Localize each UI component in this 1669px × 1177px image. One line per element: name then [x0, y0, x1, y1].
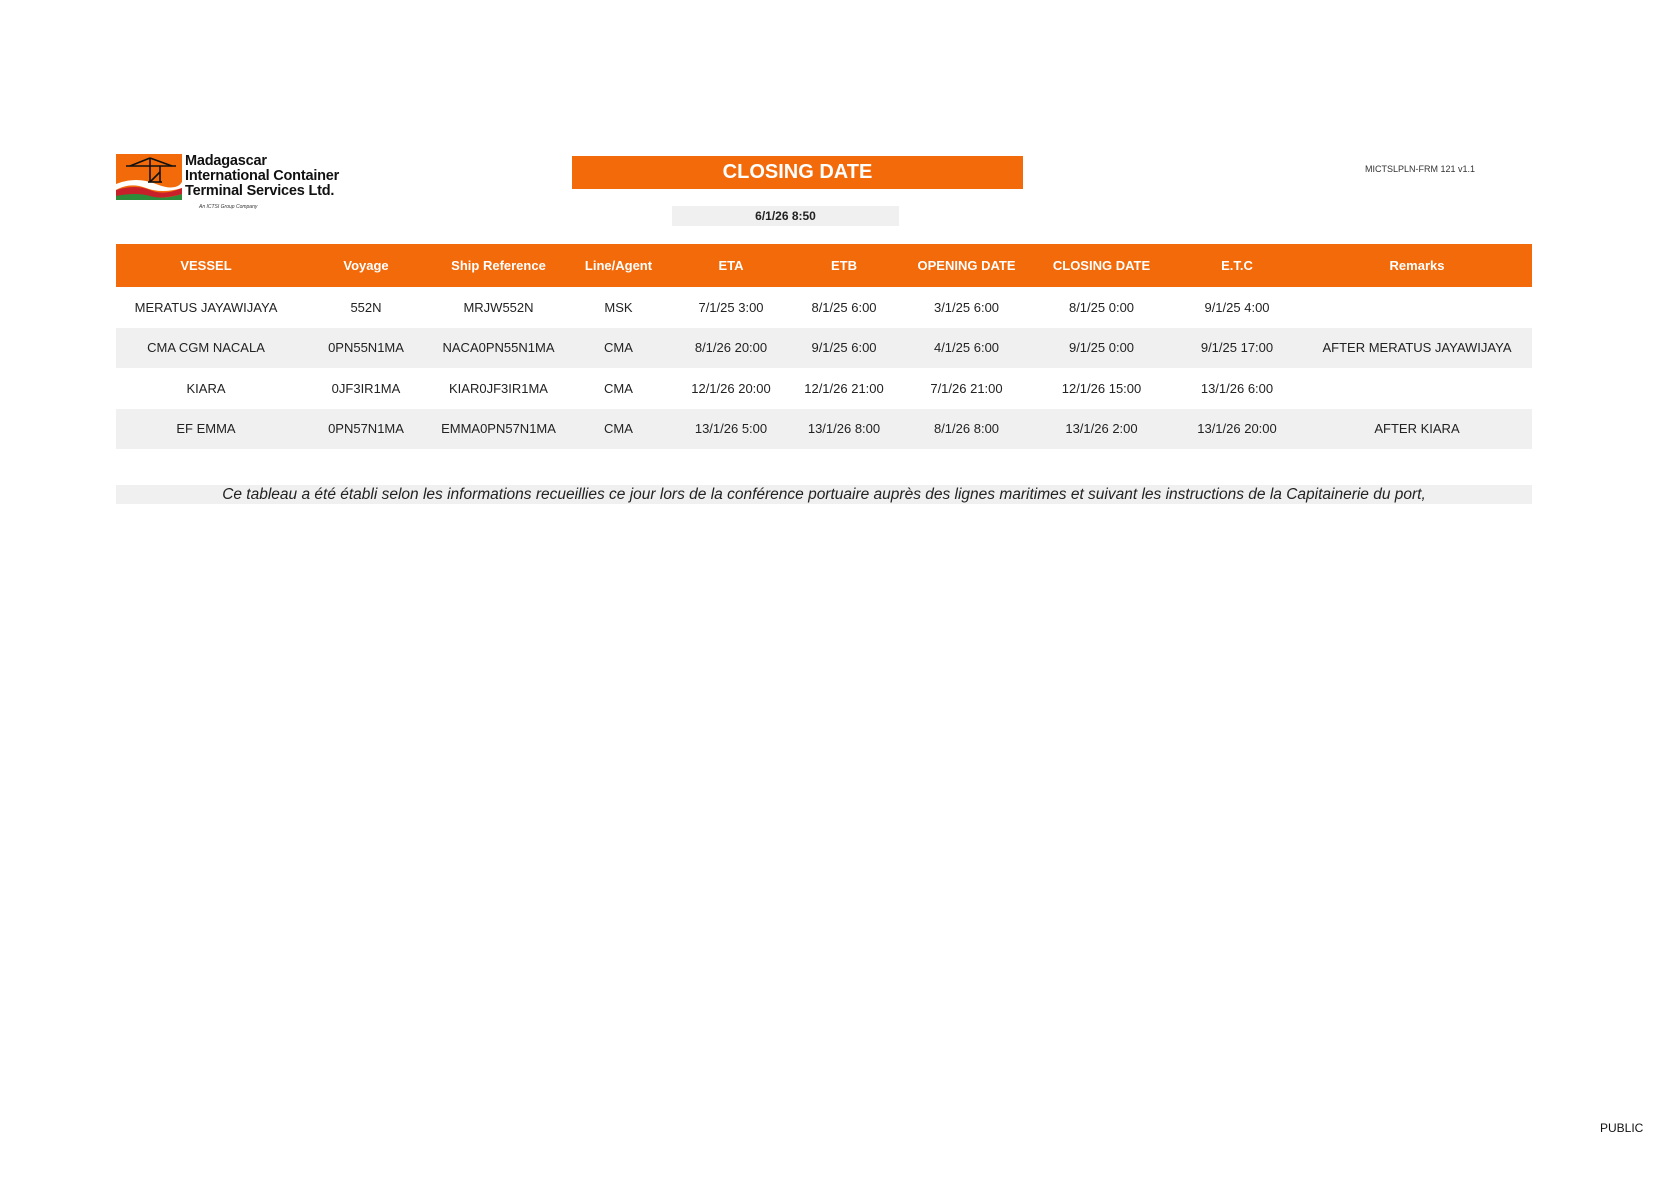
closing-date-table: VESSEL Voyage Ship Reference Line/Agent … [116, 244, 1532, 449]
column-header-closing-date: CLOSING DATE [1031, 244, 1172, 287]
cell-remarks [1302, 368, 1532, 409]
page-title: CLOSING DATE [572, 156, 1023, 189]
cell-etc: 9/1/25 17:00 [1172, 327, 1302, 368]
column-header-line-agent: Line/Agent [561, 244, 676, 287]
table-row: CMA CGM NACALA 0PN55N1MA NACA0PN55N1MA CMA 8… [116, 327, 1532, 368]
column-header-opening-date: OPENING DATE [902, 244, 1031, 287]
cell-eta: 8/1/26 20:00 [676, 327, 786, 368]
cell-vessel: KIARA [186, 380, 226, 396]
cell-ship-reference: NACA0PN55N1MA [436, 327, 561, 368]
cell-opening-date: 8/1/26 8:00 [902, 408, 1031, 449]
classification-label: PUBLIC [1600, 1121, 1644, 1135]
company-name: Madagascar International Container Termi… [185, 154, 339, 199]
table-row: KIARA 0JF3IR1MA KIAR0JF3IR1MA CMA 12/1/26 20… [116, 368, 1532, 409]
cell-voyage: 0JF3IR1MA [331, 380, 401, 396]
cell-eta: 7/1/25 3:00 [698, 299, 764, 315]
cell-remarks: AFTER KIARA [1302, 408, 1532, 449]
cell-vessel: CMA CGM NACALA [116, 327, 296, 368]
cell-eta: 12/1/26 20:00 [691, 380, 771, 396]
column-header-vessel: VESSEL [116, 244, 296, 287]
cell-voyage: 0PN57N1MA [296, 408, 436, 449]
column-header-etc: E.T.C [1172, 244, 1302, 287]
cell-closing-date: 13/1/26 2:00 [1031, 408, 1172, 449]
cell-voyage: 0PN55N1MA [296, 327, 436, 368]
cell-vessel: MERATUS JAYAWIJAYA [134, 299, 278, 315]
cell-etb: 8/1/25 6:00 [811, 299, 877, 315]
table-row: MERATUS JAYAWIJAYA 552N MRJW552N MSK 7/1/25 … [116, 287, 1532, 328]
table-header-row: VESSEL Voyage Ship Reference Line/Agent … [116, 244, 1532, 287]
cell-voyage: 552N [350, 299, 382, 315]
cell-closing-date: 9/1/25 0:00 [1031, 327, 1172, 368]
cell-vessel: EF EMMA [116, 408, 296, 449]
column-header-voyage: Voyage [296, 244, 436, 287]
crane-logo-icon [116, 154, 182, 200]
cell-opening-date: 7/1/26 21:00 [930, 380, 1003, 396]
cell-line-agent: CMA [561, 408, 676, 449]
cell-opening-date: 3/1/25 6:00 [933, 299, 1000, 315]
cell-etc: 13/1/26 20:00 [1172, 408, 1302, 449]
company-name-line: Madagascar [185, 153, 267, 169]
cell-etc: 9/1/25 4:00 [1204, 299, 1270, 315]
company-name-line: Terminal Services Ltd. [185, 183, 335, 199]
cell-line-agent: CMA [604, 380, 633, 396]
cell-etc: 13/1/26 6:00 [1200, 380, 1274, 396]
cell-line-agent: CMA [561, 327, 676, 368]
cell-closing-date: 8/1/25 0:00 [1068, 299, 1135, 315]
footnote: Ce tableau a été établi selon les inform… [116, 485, 1532, 504]
cell-opening-date: 4/1/25 6:00 [902, 327, 1031, 368]
table-row: EF EMMA 0PN57N1MA EMMA0PN57N1MA CMA 13/1/26 … [116, 408, 1532, 449]
cell-etb: 13/1/26 8:00 [786, 408, 902, 449]
cell-remarks: AFTER MERATUS JAYAWIJAYA [1302, 327, 1532, 368]
company-logo: Madagascar International Container Termi… [116, 154, 356, 214]
cell-eta: 13/1/26 5:00 [676, 408, 786, 449]
company-tagline: An ICTSI Group Company [199, 204, 258, 210]
cell-etb: 12/1/26 21:00 [804, 380, 884, 396]
column-header-etb: ETB [786, 244, 902, 287]
form-code: MICTSLPLN-FRM 121 v1.1 [1364, 164, 1476, 174]
report-datetime: 6/1/26 8:50 [672, 206, 899, 226]
column-header-ship-reference: Ship Reference [436, 244, 561, 287]
cell-remarks [1302, 287, 1532, 328]
cell-ship-reference: EMMA0PN57N1MA [436, 408, 561, 449]
cell-etb: 9/1/25 6:00 [786, 327, 902, 368]
company-name-line: International Container [185, 168, 340, 184]
cell-line-agent: MSK [604, 299, 633, 315]
cell-ship-reference: KIAR0JF3IR1MA [449, 380, 548, 396]
cell-ship-reference: MRJW552N [463, 299, 534, 315]
cell-closing-date: 12/1/26 15:00 [1061, 380, 1142, 396]
column-header-eta: ETA [676, 244, 786, 287]
column-header-remarks: Remarks [1302, 244, 1532, 287]
